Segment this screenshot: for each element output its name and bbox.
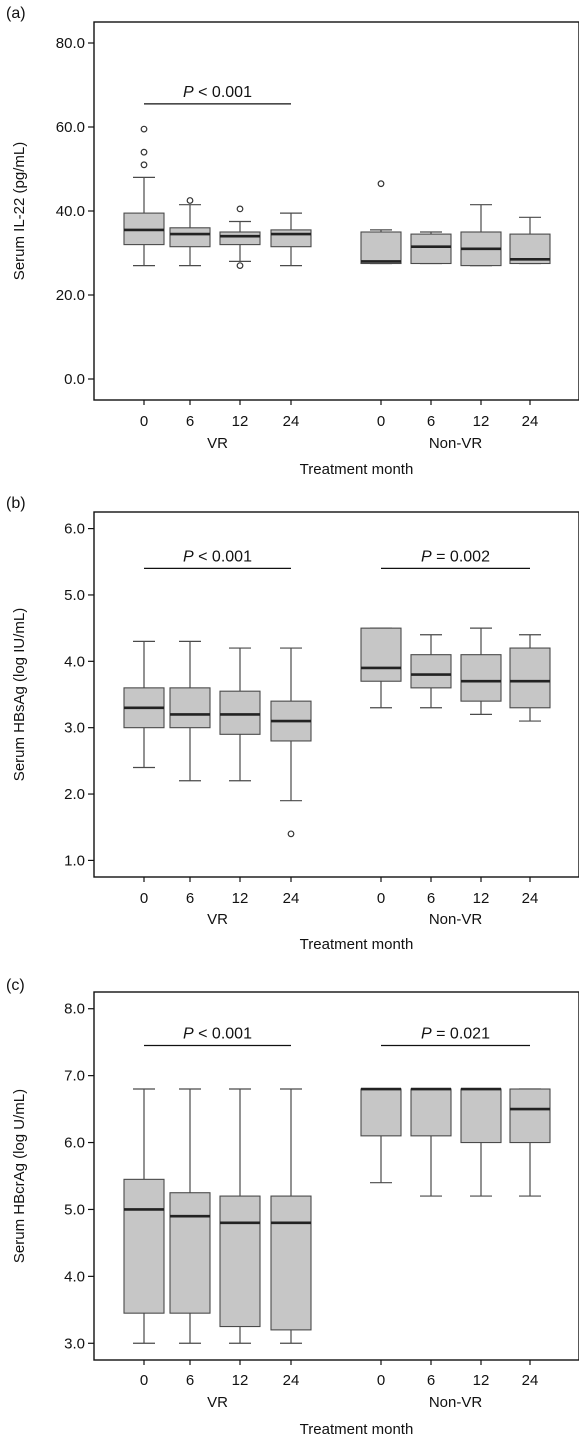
y-tick-label: 3.0 <box>64 1335 85 1352</box>
plot-frame <box>93 991 579 1361</box>
y-tick-label: 60.0 <box>56 119 85 136</box>
box <box>360 1088 402 1137</box>
box <box>219 1195 261 1328</box>
x-tick-label: 12 <box>232 413 249 430</box>
x-tick-label: 12 <box>473 413 490 430</box>
significance-label: P < 0.001 <box>183 1026 252 1043</box>
outlier-point <box>377 180 385 188</box>
x-tick-label: 12 <box>232 890 249 907</box>
y-tick-label: 4.0 <box>64 1268 85 1285</box>
x-tick-label: 6 <box>427 1372 435 1389</box>
x-tick-label: 0 <box>377 1372 385 1389</box>
group-label: Non-VR <box>429 911 483 928</box>
x-tick-label: 0 <box>140 1372 148 1389</box>
x-tick-label: 6 <box>186 413 194 430</box>
y-tick-label: 3.0 <box>64 720 85 737</box>
box <box>270 229 312 248</box>
outlier-point <box>236 205 244 213</box>
group-label: Non-VR <box>429 1394 483 1411</box>
significance-label: P < 0.001 <box>183 84 252 101</box>
box <box>169 687 211 729</box>
outlier-point <box>287 830 295 838</box>
box <box>410 654 452 689</box>
box <box>509 1088 551 1144</box>
box <box>123 1178 165 1314</box>
x-tick-label: 24 <box>283 890 300 907</box>
y-tick-label: 40.0 <box>56 203 85 220</box>
y-tick-label: 6.0 <box>64 1135 85 1152</box>
x-tick-label: 6 <box>186 1372 194 1389</box>
box <box>460 654 502 702</box>
x-tick-label: 12 <box>473 1372 490 1389</box>
box <box>509 647 551 709</box>
x-tick-label: 0 <box>140 890 148 907</box>
x-tick-label: 24 <box>283 1372 300 1389</box>
significance-label: P < 0.001 <box>183 548 252 565</box>
y-tick-label: 6.0 <box>64 521 85 538</box>
box <box>410 1088 452 1137</box>
x-tick-label: 24 <box>522 413 539 430</box>
y-tick-label: 4.0 <box>64 653 85 670</box>
significance-label: P = 0.002 <box>421 548 490 565</box>
box <box>460 1088 502 1144</box>
box <box>219 231 261 246</box>
box <box>270 1195 312 1331</box>
box <box>219 690 261 735</box>
panel-label: (c) <box>6 977 25 994</box>
box <box>410 233 452 265</box>
y-tick-label: 5.0 <box>64 587 85 604</box>
outlier-point <box>186 197 194 204</box>
box <box>360 231 402 265</box>
x-tick-label: 6 <box>186 890 194 907</box>
x-tick-label: 24 <box>522 890 539 907</box>
y-tick-label: 0.0 <box>64 371 85 388</box>
group-label: Non-VR <box>429 435 483 452</box>
y-tick-label: 7.0 <box>64 1068 85 1085</box>
x-axis-label: Treatment month <box>300 461 414 478</box>
outlier-point <box>140 125 148 133</box>
panel-label: (b) <box>6 495 26 512</box>
x-tick-label: 0 <box>377 890 385 907</box>
x-tick-label: 6 <box>427 890 435 907</box>
y-tick-label: 5.0 <box>64 1201 85 1218</box>
x-tick-label: 12 <box>473 890 490 907</box>
y-axis-label: Serum HBcrAg (log U/mL) <box>11 1089 28 1263</box>
x-tick-label: 6 <box>427 413 435 430</box>
significance-label: P = 0.021 <box>421 1026 490 1043</box>
x-tick-label: 12 <box>232 1372 249 1389</box>
outlier-point <box>140 148 148 156</box>
x-tick-label: 24 <box>522 1372 539 1389</box>
y-tick-label: 80.0 <box>56 35 85 52</box>
outlier-point <box>236 262 244 270</box>
x-tick-label: 0 <box>377 413 385 430</box>
panel-label: (a) <box>6 5 26 22</box>
box <box>169 227 211 248</box>
x-tick-label: 24 <box>283 413 300 430</box>
plot-frame <box>93 511 579 878</box>
group-label: VR <box>207 435 228 452</box>
box <box>169 1192 211 1314</box>
outlier-point <box>140 161 148 169</box>
x-axis-label: Treatment month <box>300 1421 414 1438</box>
y-tick-label: 8.0 <box>64 1001 85 1018</box>
y-tick-label: 1.0 <box>64 852 85 869</box>
y-tick-label: 2.0 <box>64 786 85 803</box>
group-label: VR <box>207 1394 228 1411</box>
group-label: VR <box>207 911 228 928</box>
y-tick-label: 20.0 <box>56 287 85 304</box>
plot-frame <box>93 21 579 401</box>
x-tick-label: 0 <box>140 413 148 430</box>
y-axis-label: Serum IL-22 (pg/mL) <box>11 142 28 280</box>
x-axis-label: Treatment month <box>300 936 414 953</box>
box <box>360 627 402 682</box>
y-axis-label: Serum HBsAg (log IU/mL) <box>11 608 28 781</box>
